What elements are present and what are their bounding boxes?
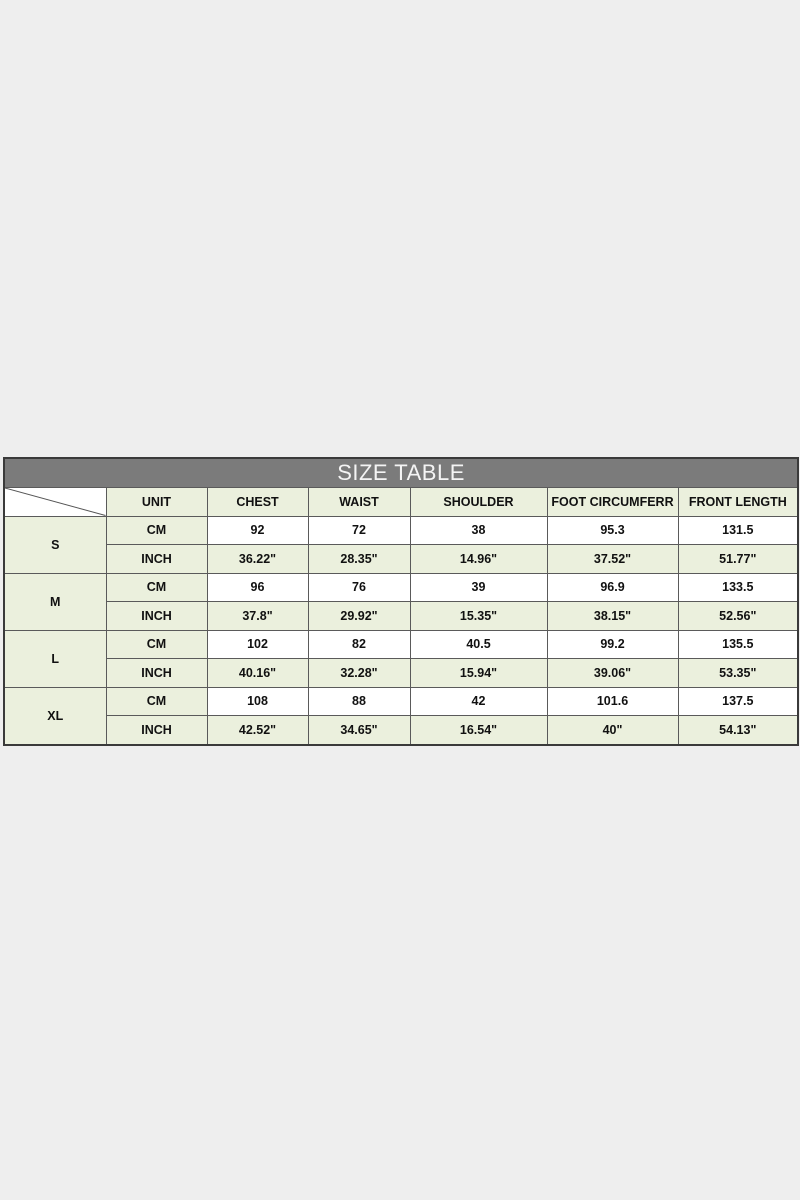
value-cell: 32.28" xyxy=(307,658,411,688)
size-label: XL xyxy=(3,686,107,745)
value-cell: 96 xyxy=(206,572,309,602)
value-cell: 54.13" xyxy=(677,715,799,745)
value-cell: 16.54" xyxy=(409,715,548,745)
size-label: M xyxy=(3,572,107,631)
value-cell: 133.5 xyxy=(677,572,799,602)
value-cell: 82 xyxy=(307,629,411,659)
value-cell: 88 xyxy=(307,686,411,716)
value-cell: 135.5 xyxy=(677,629,799,659)
value-cell: 108 xyxy=(206,686,309,716)
value-cell: 38 xyxy=(409,515,548,545)
unit-cell: CM xyxy=(105,515,208,545)
value-cell: 34.65" xyxy=(307,715,411,745)
unit-cell: INCH xyxy=(105,601,208,631)
value-cell: 15.35" xyxy=(409,601,548,631)
size-label: S xyxy=(3,515,107,574)
column-header: FRONT LENGTH xyxy=(677,487,799,517)
value-cell: 36.22" xyxy=(206,544,309,574)
column-header: WAIST xyxy=(307,487,411,517)
unit-cell: CM xyxy=(105,686,208,716)
title-row: SIZE TABLE xyxy=(3,457,799,488)
value-cell: 37.52" xyxy=(546,544,679,574)
column-header: UNIT xyxy=(105,487,208,517)
value-cell: 99.2 xyxy=(546,629,679,659)
value-cell: 40" xyxy=(546,715,679,745)
table-row: L CM 102 82 40.5 99.2 135.5 xyxy=(3,629,799,688)
value-cell: 40.5 xyxy=(409,629,548,659)
value-cell: 37.8" xyxy=(206,601,309,631)
value-cell: 38.15" xyxy=(546,601,679,631)
size-label: L xyxy=(3,629,107,688)
value-cell: 76 xyxy=(307,572,411,602)
unit-cell: INCH xyxy=(105,715,208,745)
unit-cell: INCH xyxy=(105,658,208,688)
table-body: S CM 92 72 38 95.3 131.5 INCH 36.22" 28.35" 14.96"… xyxy=(3,515,799,745)
table-row: INCH 40.16" 32.28" 15.94" 39.06" 53.35" xyxy=(4,658,799,688)
value-cell: 51.77" xyxy=(677,544,799,574)
value-cell: 52.56" xyxy=(677,601,799,631)
table-row: INCH 36.22" 28.35" 14.96" 37.52" 51.77" xyxy=(4,544,799,574)
column-header: FOOT CIRCUMFERR xyxy=(546,487,679,517)
unit-cell: CM xyxy=(105,572,208,602)
value-cell: 53.35" xyxy=(677,658,799,688)
column-header: SHOULDER xyxy=(409,487,548,517)
value-cell: 40.16" xyxy=(206,658,309,688)
table-row: INCH 37.8" 29.92" 15.35" 38.15" 52.56" xyxy=(4,601,799,631)
table-title: SIZE TABLE xyxy=(3,457,799,488)
value-cell: 39.06" xyxy=(546,658,679,688)
table-row: S CM 92 72 38 95.3 131.5 xyxy=(3,515,799,574)
value-cell: 39 xyxy=(409,572,548,602)
unit-cell: INCH xyxy=(105,544,208,574)
value-cell: 42.52" xyxy=(206,715,309,745)
value-cell: 92 xyxy=(206,515,309,545)
value-cell: 28.35" xyxy=(307,544,411,574)
value-cell: 102 xyxy=(206,629,309,659)
value-cell: 14.96" xyxy=(409,544,548,574)
value-cell: 96.9 xyxy=(546,572,679,602)
table-row: INCH 42.52" 34.65" 16.54" 40" 54.13" xyxy=(4,715,799,745)
value-cell: 101.6 xyxy=(546,686,679,716)
value-cell: 95.3 xyxy=(546,515,679,545)
value-cell: 137.5 xyxy=(677,686,799,716)
value-cell: 15.94" xyxy=(409,658,548,688)
value-cell: 131.5 xyxy=(677,515,799,545)
table-row: XL CM 108 88 42 101.6 137.5 xyxy=(3,686,799,745)
header-row: UNIT CHEST WAIST SHOULDER FOOT CIRCUMFERR FRO… xyxy=(3,487,799,517)
value-cell: 42 xyxy=(409,686,548,716)
value-cell: 29.92" xyxy=(307,601,411,631)
size-table: SIZE TABLE UNIT CHEST WAIST SHOULDER FOOT CI… xyxy=(3,457,800,746)
unit-cell: CM xyxy=(105,629,208,659)
diagonal-corner-cell xyxy=(3,487,107,517)
value-cell: 72 xyxy=(307,515,411,545)
column-header: CHEST xyxy=(206,487,309,517)
table-row: M CM 96 76 39 96.9 133.5 xyxy=(3,572,799,631)
